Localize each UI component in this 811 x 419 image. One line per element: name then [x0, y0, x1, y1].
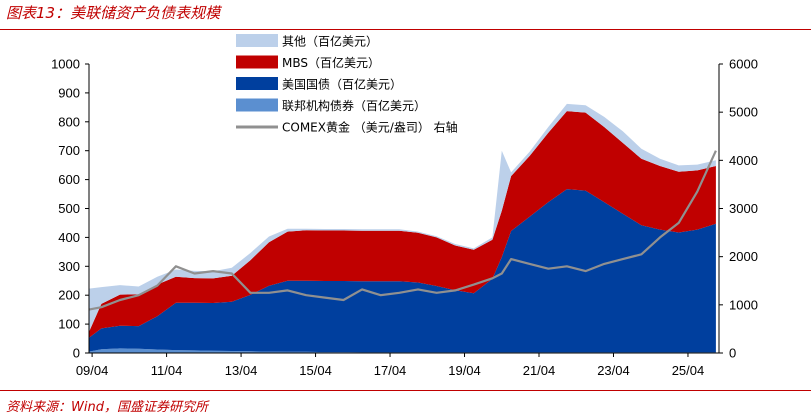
area-series-0 — [89, 348, 716, 353]
left-tick-label: 200 — [58, 288, 80, 303]
x-axis-ticks: 09/04 11/04 13/04 15/04 17/04 19/04 21/04 23/04… — [76, 353, 704, 378]
right-tick-label: 2000 — [729, 249, 758, 264]
legend-label-3: 其他（百亿美元） — [282, 34, 378, 49]
left-tick-label: 400 — [58, 230, 80, 245]
right-tick-label: 3000 — [729, 201, 758, 216]
chart-legend: 其他（百亿美元） MBS（百亿美元） 美国国债（百亿美元） 联邦机构债券（百亿美元） C… — [236, 34, 458, 135]
stacked-areas — [89, 103, 716, 353]
chart-axes: 0 100 200 300 400 500 600 700 800 900 1000 0 1000 20… — [51, 57, 758, 379]
x-tick-label: 13/04 — [225, 363, 258, 378]
legend-label-1: 美国国债（百亿美元） — [282, 77, 402, 92]
left-tick-label: 100 — [58, 317, 80, 332]
legend-swatch-1 — [236, 77, 278, 90]
area-series-2 — [89, 111, 716, 338]
right-axis-ticks: 0 1000 2000 3000 4000 5000 6000 — [719, 57, 758, 361]
left-tick-label: 600 — [58, 172, 80, 187]
legend-label-2: MBS（百亿美元） — [282, 55, 380, 70]
x-tick-label: 15/04 — [299, 363, 332, 378]
left-tick-label: 0 — [73, 346, 80, 361]
left-tick-label: 700 — [58, 143, 80, 158]
x-tick-label: 25/04 — [672, 363, 705, 378]
legend-swatch-3 — [236, 34, 278, 47]
gold-price-line — [88, 150, 717, 311]
left-tick-label: 900 — [58, 85, 80, 100]
x-tick-label: 23/04 — [597, 363, 630, 378]
right-tick-label: 0 — [729, 346, 736, 361]
right-tick-label: 1000 — [729, 297, 758, 312]
right-tick-label: 4000 — [729, 153, 758, 168]
line-series-0 — [88, 150, 717, 311]
legend-swatch-0 — [236, 98, 278, 112]
x-tick-label: 09/04 — [76, 363, 109, 378]
x-tick-label: 21/04 — [523, 363, 556, 378]
footer-divider — [0, 390, 811, 391]
source-note: 资料来源：Wind，国盛证券研究所 — [6, 400, 208, 415]
right-tick-label: 5000 — [729, 105, 758, 120]
legend-swatch-2 — [236, 55, 278, 69]
legend-label-4: COMEX黄金 （美元/盎司） 右轴 — [282, 120, 458, 135]
left-tick-label: 500 — [58, 201, 80, 216]
legend-label-0: 联邦机构债券（百亿美元） — [282, 98, 426, 113]
x-tick-label: 19/04 — [448, 363, 481, 378]
right-tick-label: 6000 — [729, 57, 758, 72]
x-tick-label: 11/04 — [151, 363, 183, 378]
chart-title: 图表13：美联储资产负债表规模 — [6, 4, 221, 22]
left-tick-label: 800 — [58, 114, 80, 129]
left-axis-ticks: 0 100 200 300 400 500 600 700 800 900 1000 — [51, 57, 89, 361]
area-series-1 — [89, 189, 716, 353]
x-tick-label: 17/04 — [374, 363, 407, 378]
title-divider — [0, 29, 811, 30]
left-tick-label: 1000 — [51, 57, 80, 72]
left-tick-label: 300 — [58, 259, 80, 274]
